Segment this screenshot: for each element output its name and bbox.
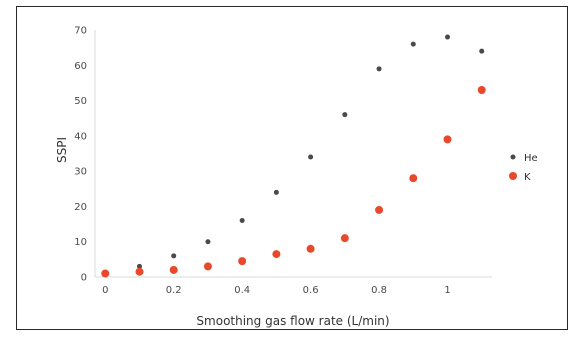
data-point-he: [205, 239, 211, 245]
x-axis-title: Smoothing gas flow rate (L/min): [196, 314, 389, 328]
legend-label-k: K: [524, 172, 531, 183]
data-point-k: [101, 269, 110, 278]
data-point-he: [479, 48, 485, 54]
y-tick-label: 10: [74, 237, 87, 248]
data-points: [101, 34, 486, 278]
data-point-he: [308, 154, 314, 160]
x-tick-label: 0.4: [234, 285, 250, 296]
x-tick-label: 1: [444, 285, 450, 296]
y-tick-label: 0: [81, 273, 87, 284]
data-point-k: [306, 244, 315, 253]
y-tick-label: 70: [74, 26, 87, 37]
y-tick-label: 20: [74, 202, 87, 213]
legend: He K: [509, 153, 538, 183]
y-tick-label: 50: [74, 96, 87, 107]
x-tick-label: 0.2: [166, 285, 182, 296]
data-point-k: [443, 135, 452, 144]
y-tick-labels: 0 10 20 30 40 50 60 70: [74, 26, 87, 284]
axes: [94, 30, 492, 278]
data-point-he: [445, 34, 451, 40]
legend-marker-k: [509, 172, 517, 180]
y-tick-label: 60: [74, 61, 87, 72]
data-point-k: [409, 174, 418, 183]
legend-label-he: He: [524, 153, 538, 164]
data-point-he: [171, 253, 177, 259]
data-point-k: [135, 267, 144, 276]
x-tick-label: 0.8: [371, 285, 387, 296]
data-point-k: [477, 85, 486, 94]
legend-marker-he: [510, 154, 516, 160]
data-point-he: [273, 189, 279, 195]
y-tick-label: 30: [74, 167, 87, 178]
x-tick-label: 0: [102, 285, 108, 296]
data-point-k: [203, 262, 212, 271]
y-tick-label: 40: [74, 131, 87, 142]
data-point-he: [239, 218, 245, 224]
data-point-he: [410, 41, 416, 47]
x-tick-label: 0.6: [303, 285, 319, 296]
data-point-k: [169, 265, 178, 274]
data-point-k: [340, 234, 349, 243]
data-point-k: [375, 205, 384, 214]
data-point-he: [136, 263, 142, 269]
data-point-he: [376, 66, 382, 72]
data-point-k: [272, 250, 281, 259]
x-tick-labels: 0 0.2 0.4 0.6 0.8 1: [102, 285, 451, 296]
data-point-he: [342, 112, 348, 118]
y-axis-title: SSPI: [55, 137, 69, 163]
data-point-k: [238, 257, 247, 266]
